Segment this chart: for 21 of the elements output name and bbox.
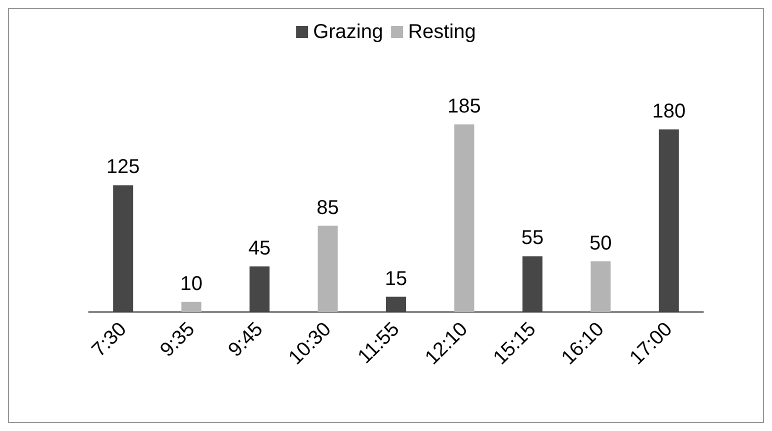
data-label: 185 [448, 95, 481, 118]
data-label: 10 [180, 272, 202, 295]
legend-label: Grazing [313, 21, 384, 43]
legend-label: Resting [408, 21, 476, 43]
bar [250, 266, 270, 312]
data-label: 125 [106, 156, 140, 178]
data-label: 45 [248, 237, 271, 260]
x-tick-label: 7:30 [88, 318, 131, 362]
data-label: 180 [652, 100, 686, 122]
bar [522, 256, 542, 312]
bar [318, 226, 338, 312]
bar [181, 302, 202, 312]
bar [454, 124, 474, 312]
data-label: 15 [384, 268, 408, 290]
data-label: 50 [590, 232, 612, 254]
bar [386, 296, 406, 312]
bar [590, 261, 611, 312]
bar [658, 129, 679, 312]
data-label: 55 [521, 227, 544, 250]
bar [113, 185, 134, 312]
data-label: 85 [316, 196, 339, 219]
